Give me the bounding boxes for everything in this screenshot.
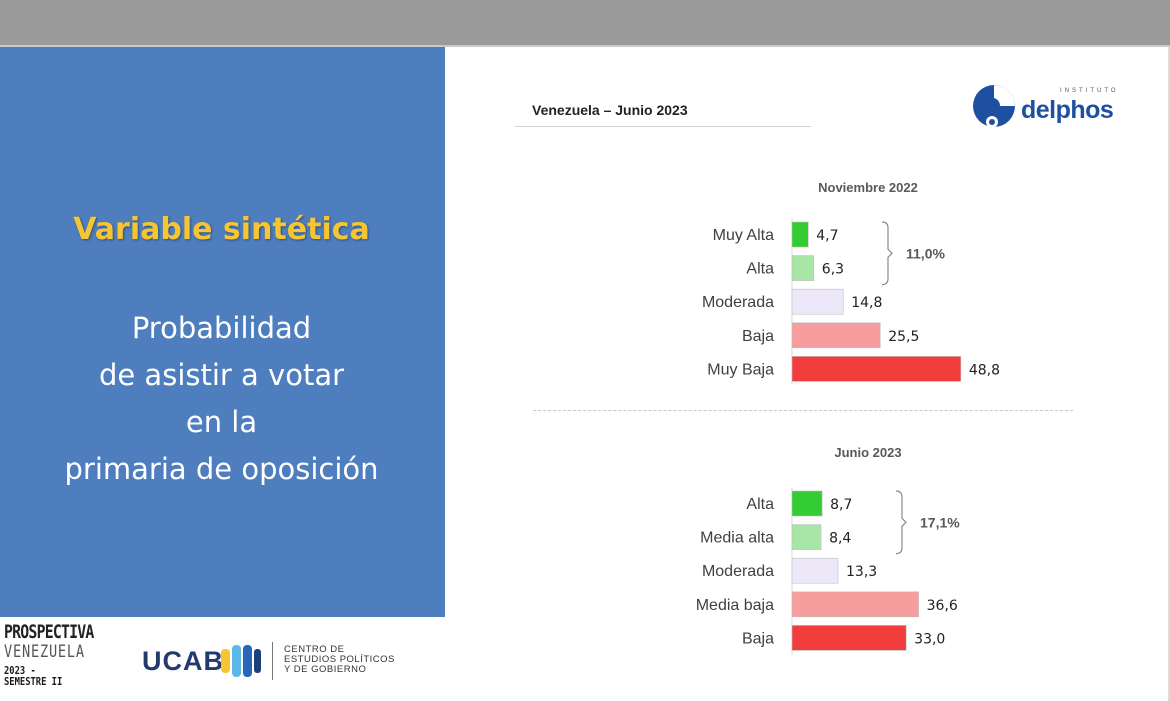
category-label: Alta: [746, 496, 774, 513]
category-label: Moderada: [702, 563, 774, 580]
category-label: Media baja: [696, 597, 774, 614]
prospectiva-logo: PROSPECTIVA VENEZUELA 2023 - SEMESTRE II: [4, 621, 94, 688]
bar: [791, 322, 881, 349]
cepg-logo: CENTRO DE ESTUDIOS POLÍTICOS Y DE GOBIER…: [284, 645, 395, 675]
ucab-logo-icon: [221, 645, 261, 677]
bar: [791, 524, 822, 550]
chart-separator: [533, 410, 1073, 411]
bar: [791, 557, 839, 584]
chart-title-noviembre-2022: Noviembre 2022: [818, 180, 918, 195]
group-total-label: 17,1%: [920, 514, 960, 530]
bar: [791, 288, 844, 315]
panel-text: Probabilidad de asistir a votar en la pr…: [0, 305, 443, 493]
value-label: 6,3: [822, 262, 844, 278]
category-label: Moderada: [702, 294, 774, 311]
cepg-logo-line: ESTUDIOS POLÍTICOS: [284, 654, 395, 665]
value-label: 25,5: [888, 329, 919, 345]
prospectiva-logo-line1: PROSPECTIVA: [4, 621, 94, 643]
value-label: 36,6: [927, 598, 958, 614]
panel-text-line: en la: [185, 405, 258, 439]
value-label: 33,0: [914, 631, 945, 647]
right-edge-border: [1168, 47, 1170, 701]
panel-text-line: de asistir a votar: [98, 358, 345, 392]
bar: [791, 255, 815, 281]
value-label: 8,4: [829, 531, 851, 547]
left-panel: [0, 47, 445, 617]
value-label: 14,8: [851, 295, 882, 311]
bar: [791, 490, 823, 517]
cepg-logo-line: CENTRO DE: [284, 644, 345, 655]
value-label: 8,7: [830, 497, 852, 513]
delphos-logo-small-text: INSTITUTO: [1060, 88, 1119, 94]
category-label: Muy Baja: [707, 361, 774, 378]
logo-divider: [272, 642, 273, 680]
panel-text-line: Probabilidad: [131, 311, 312, 345]
top-bar: [0, 0, 1170, 45]
group-bracket: [895, 490, 907, 555]
category-label: Alta: [746, 261, 774, 278]
cepg-logo-line: Y DE GOBIERNO: [284, 664, 367, 675]
value-label: 48,8: [969, 362, 1000, 378]
prospectiva-logo-line2: VENEZUELA: [4, 642, 85, 662]
title-underline: [515, 126, 811, 127]
bar: [791, 221, 809, 248]
page-title: Venezuela – Junio 2023: [532, 102, 688, 118]
bar: [791, 591, 919, 618]
chart-title-junio-2023: Junio 2023: [834, 445, 902, 460]
delphos-logo-text: delphos: [1021, 96, 1114, 124]
category-label: Media alta: [700, 530, 774, 547]
value-label: 13,3: [846, 564, 877, 580]
bar: [791, 625, 907, 651]
top-bar-divider: [0, 45, 1170, 47]
delphos-logo-icon: [973, 85, 1015, 128]
category-label: Baja: [742, 328, 774, 345]
prospectiva-logo-line3: 2023 - SEMESTRE II: [4, 664, 63, 688]
bar: [791, 356, 962, 382]
group-total-label: 11,0%: [906, 245, 945, 261]
category-label: Muy Alta: [713, 227, 774, 244]
category-label: Baja: [742, 630, 774, 647]
value-label: 4,7: [816, 228, 838, 244]
panel-heading: Variable sintética: [73, 212, 370, 247]
ucab-logo-text: UCAB: [142, 646, 224, 676]
group-bracket: [881, 221, 893, 286]
panel-text-line: primaria de oposición: [64, 452, 379, 486]
